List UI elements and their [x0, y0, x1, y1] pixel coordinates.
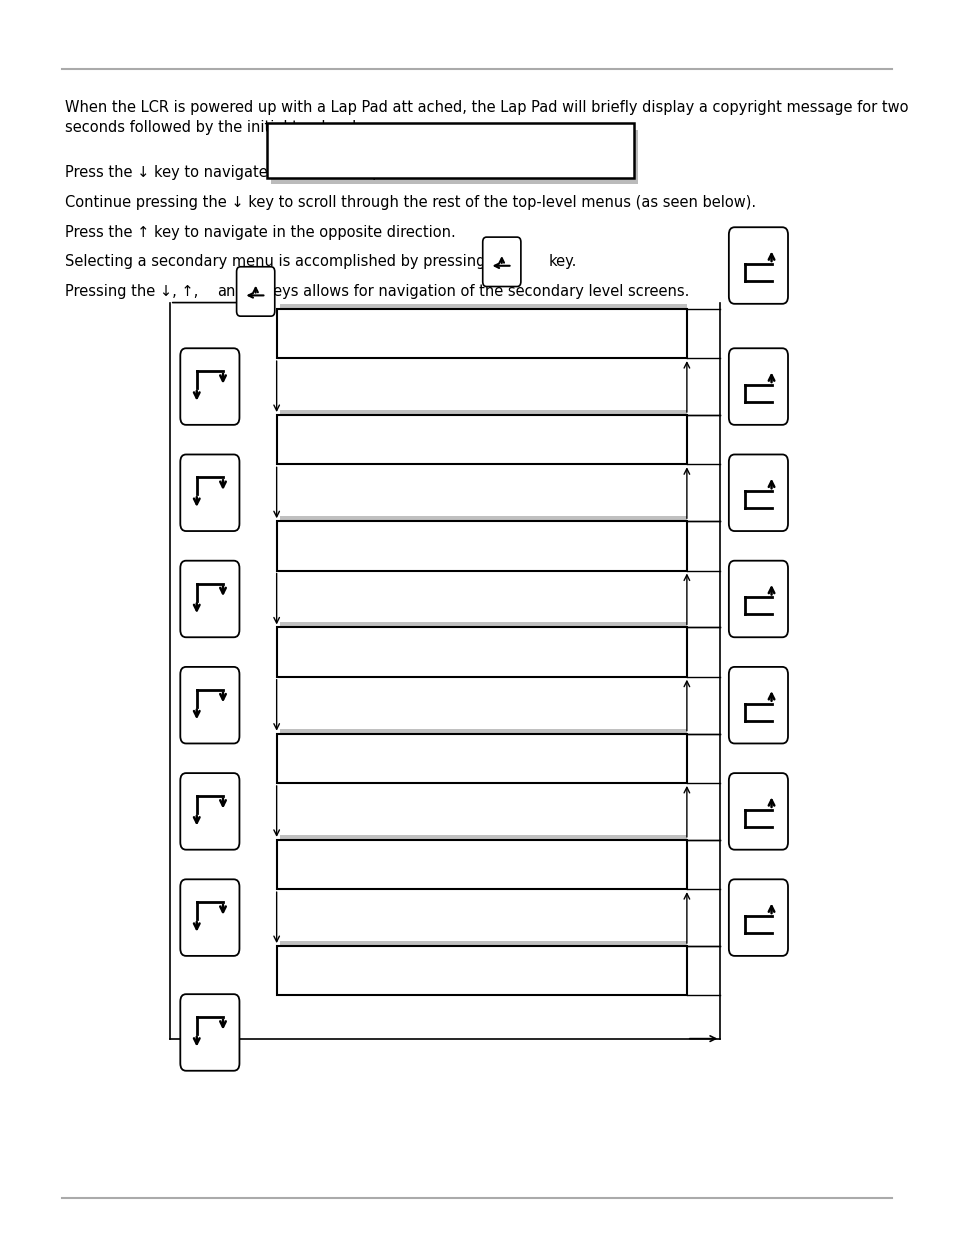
FancyBboxPatch shape: [728, 227, 787, 304]
Bar: [279, 941, 686, 952]
FancyBboxPatch shape: [728, 348, 787, 425]
FancyBboxPatch shape: [728, 773, 787, 850]
FancyBboxPatch shape: [180, 879, 239, 956]
Bar: [276, 521, 686, 571]
Bar: [279, 622, 686, 634]
FancyBboxPatch shape: [728, 667, 787, 743]
FancyBboxPatch shape: [180, 348, 239, 425]
FancyBboxPatch shape: [728, 879, 787, 956]
Bar: [267, 124, 634, 178]
Text: Press the ↑ key to navigate in the opposite direction.: Press the ↑ key to navigate in the oppos…: [65, 225, 456, 240]
Bar: [279, 410, 686, 421]
Bar: [276, 627, 686, 677]
FancyBboxPatch shape: [728, 561, 787, 637]
Bar: [279, 835, 686, 846]
Text: key.: key.: [548, 254, 577, 269]
FancyBboxPatch shape: [180, 773, 239, 850]
FancyBboxPatch shape: [180, 454, 239, 531]
FancyBboxPatch shape: [236, 267, 274, 316]
Bar: [271, 130, 638, 184]
Bar: [279, 516, 686, 527]
Text: When the LCR is powered up with a Lap Pad att ached, the Lap Pad will briefly di: When the LCR is powered up with a Lap Pa…: [65, 100, 907, 115]
Text: seconds followed by the initial top-level menu.: seconds followed by the initial top-leve…: [65, 120, 407, 135]
Text: Continue pressing the ↓ key to scroll through the rest of the top-level menus (a: Continue pressing the ↓ key to scroll th…: [65, 195, 755, 210]
FancyBboxPatch shape: [180, 561, 239, 637]
Text: and: and: [217, 284, 245, 299]
Text: keys allows for navigation of the secondary level screens.: keys allows for navigation of the second…: [265, 284, 689, 299]
Bar: [279, 729, 686, 740]
Bar: [279, 304, 686, 315]
Text: Selecting a secondary menu is accomplished by pressing the: Selecting a secondary menu is accomplish…: [65, 254, 514, 269]
Text: Press the ↓ key to navigate to the next top-level menu.: Press the ↓ key to navigate to the next …: [65, 165, 473, 180]
Bar: [276, 415, 686, 464]
Bar: [276, 946, 686, 995]
Bar: [276, 309, 686, 358]
FancyBboxPatch shape: [180, 994, 239, 1071]
Bar: [276, 840, 686, 889]
Text: Pressing the ↓, ↑,: Pressing the ↓, ↑,: [65, 284, 198, 299]
FancyBboxPatch shape: [482, 237, 520, 287]
Bar: [276, 734, 686, 783]
FancyBboxPatch shape: [180, 667, 239, 743]
FancyBboxPatch shape: [728, 454, 787, 531]
